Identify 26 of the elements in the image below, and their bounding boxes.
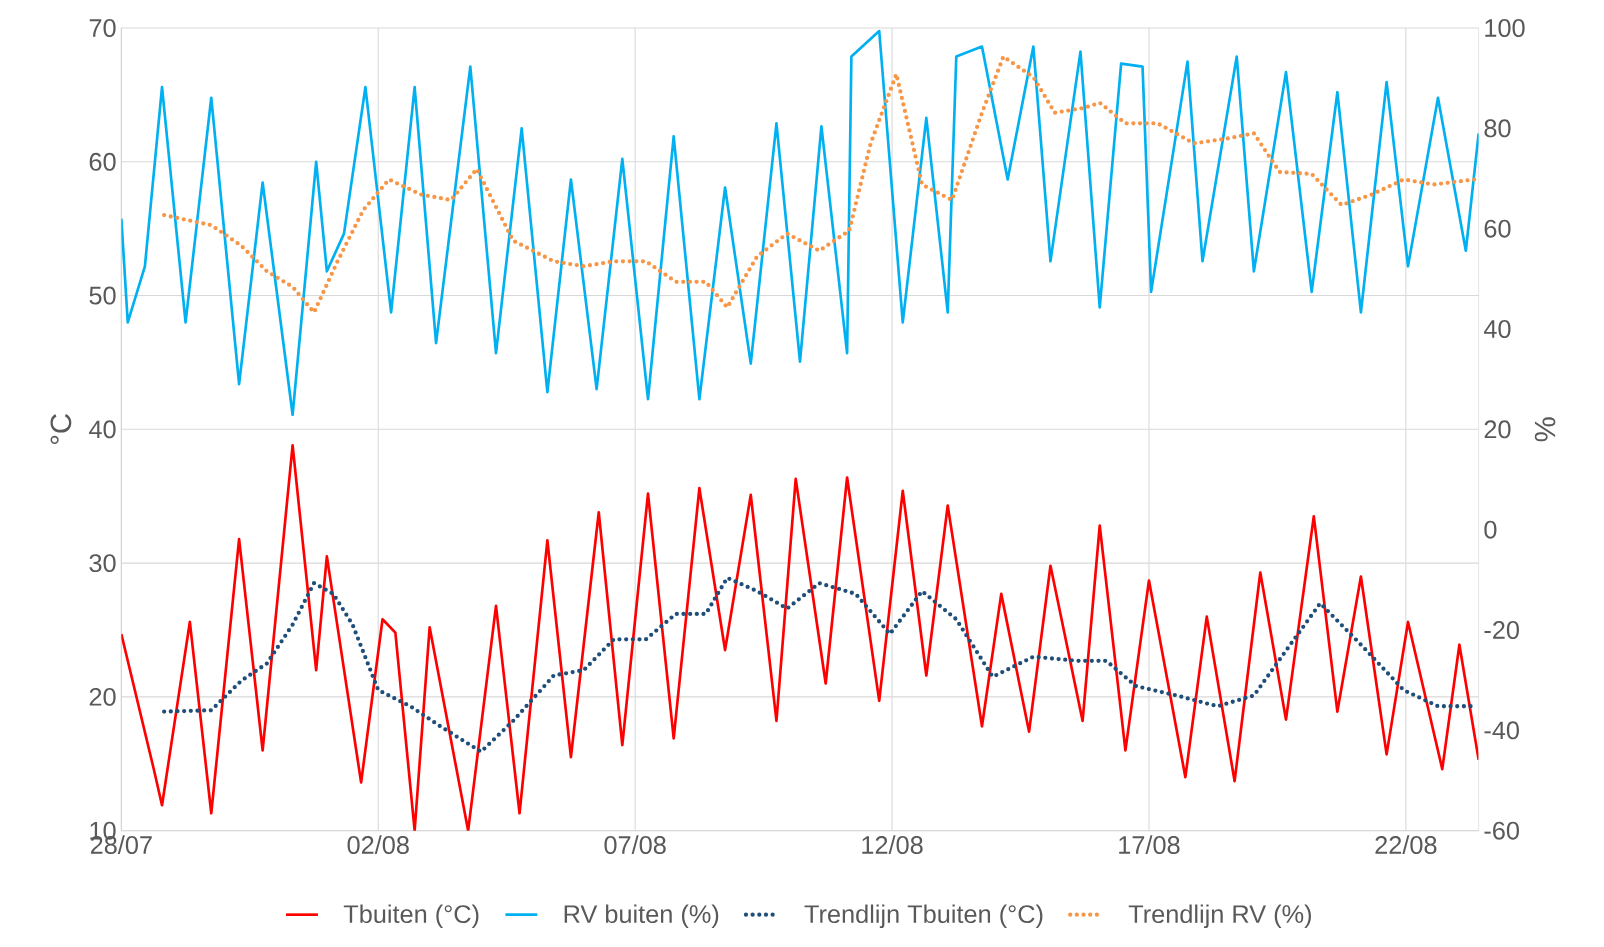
y2-tick-label: 0 <box>1484 520 1497 539</box>
y-tick-label: 40 <box>89 420 116 439</box>
y-tick-label: 30 <box>89 554 116 573</box>
legend-label: Trendlijn RV (%) <box>1128 904 1311 929</box>
x-tick-label: 12/08 <box>862 835 923 855</box>
y2-tick-label: 100 <box>1485 19 1525 38</box>
legend-label: Tbuiten (°C) <box>343 904 479 929</box>
x-tick-label: 07/08 <box>604 835 666 855</box>
y-tick-label: 60 <box>89 152 116 171</box>
y2-tick-label: -60 <box>1484 821 1519 840</box>
y2-tick-label: 40 <box>1483 320 1511 339</box>
x-tick-label: 02/08 <box>347 835 409 855</box>
y-tick-label: 70 <box>89 19 116 38</box>
y2-tick-label: -20 <box>1484 621 1519 640</box>
y2-tick-label: 80 <box>1484 119 1511 138</box>
x-tick-label: 22/08 <box>1375 835 1437 855</box>
y-axis-title: °C <box>50 414 72 445</box>
y-tick-label: 20 <box>89 688 116 707</box>
y2-tick-label: 60 <box>1484 219 1511 238</box>
y2-tick-label: 20 <box>1484 420 1511 439</box>
y2-tick-label: -40 <box>1484 721 1519 740</box>
x-tick-label: 17/08 <box>1119 835 1180 855</box>
y2-axis-title: % <box>1534 417 1556 442</box>
legend-label: Trendlijn Tbuiten (°C) <box>804 904 1043 929</box>
legend-label: RV buiten (%) <box>564 904 719 929</box>
y-tick-label: 50 <box>89 286 116 305</box>
